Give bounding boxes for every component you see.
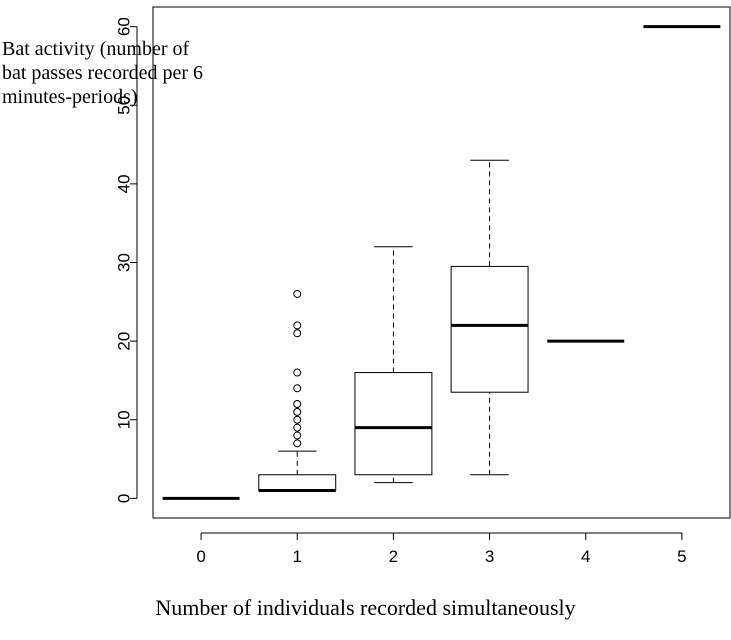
box-category-2 <box>354 246 433 484</box>
outlier-point <box>293 321 302 330</box>
y-tick-label: 60 <box>114 17 133 36</box>
y-axis: 0 10 20 30 40 50 60 <box>114 17 138 503</box>
outlier-point <box>293 384 302 393</box>
x-axis-label: Number of individuals recorded simultane… <box>155 595 576 620</box>
y-axis-label: Bat activity (number of bat passes recor… <box>2 37 203 109</box>
outlier-point <box>293 431 302 440</box>
y-tick-label: 20 <box>114 332 133 351</box>
box-iqr <box>258 474 337 491</box>
x-tick-label: 3 <box>485 547 494 566</box>
box-iqr <box>354 372 433 476</box>
y-tick-label: 30 <box>114 253 133 272</box>
outlier-point <box>293 407 302 416</box>
outlier-point <box>293 439 302 448</box>
box-category-1 <box>258 289 337 492</box>
x-tick-label: 5 <box>677 547 686 566</box>
box-iqr <box>450 265 529 393</box>
outlier-point <box>293 329 302 338</box>
outlier-point <box>293 368 302 377</box>
y-tick-label: 40 <box>114 174 133 193</box>
x-tick-label: 2 <box>389 547 398 566</box>
y-tick-label: 10 <box>114 410 133 429</box>
x-tick-label: 0 <box>196 547 205 566</box>
y-tick-label: 0 <box>114 494 133 503</box>
y-tick-label: 50 <box>114 96 133 115</box>
x-axis: 0 1 2 3 4 5 <box>196 532 687 566</box>
outlier-point <box>293 400 302 409</box>
y-axis-label-line-3: minutes-periods) <box>2 86 138 108</box>
y-axis-label-line-2: bat passes recorded per 6 <box>2 62 204 84</box>
outlier-point <box>293 289 302 298</box>
box-category-3 <box>450 159 529 476</box>
x-tick-label: 1 <box>293 547 302 566</box>
plot-frame <box>152 6 731 519</box>
outlier-point <box>293 415 302 424</box>
x-tick-label: 4 <box>581 547 590 566</box>
outlier-point <box>293 423 302 432</box>
boxes-group <box>162 25 721 500</box>
y-axis-label-line-1: Bat activity (number of <box>2 38 190 60</box>
